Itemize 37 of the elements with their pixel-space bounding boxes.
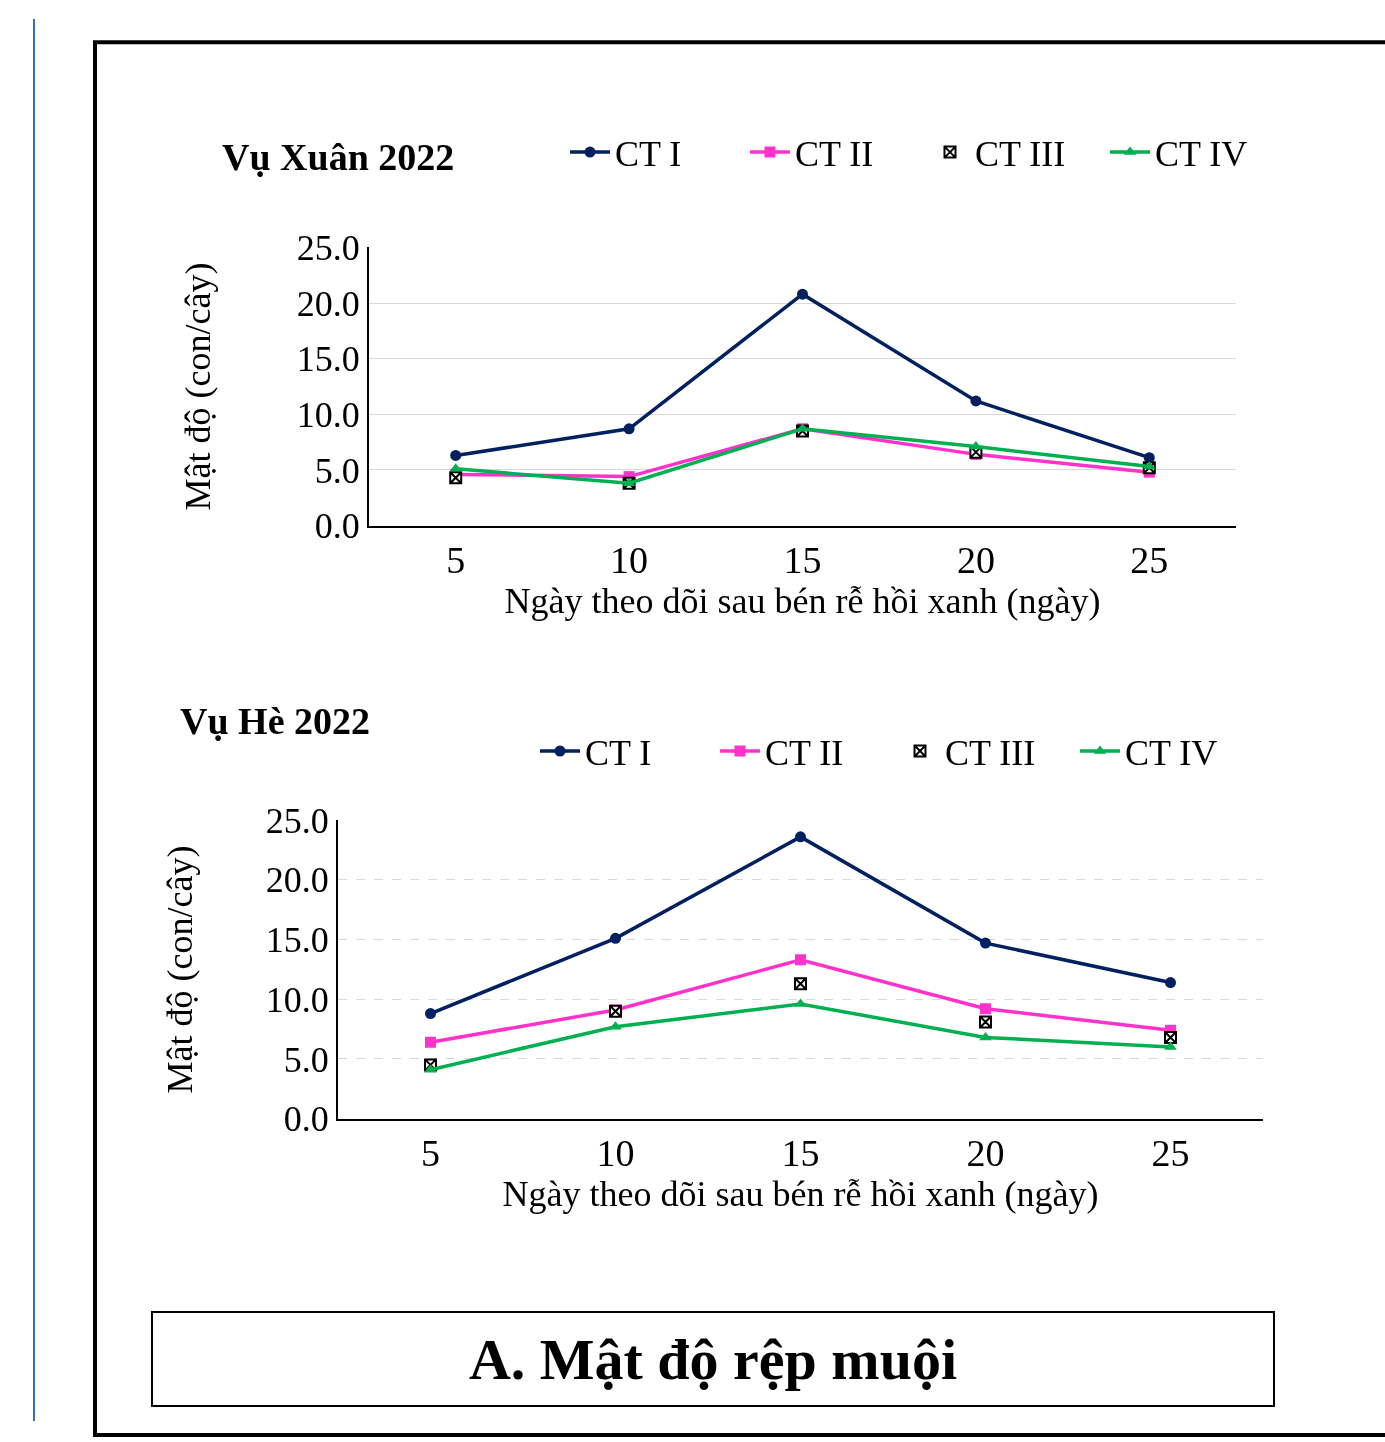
y-tick-label: 0.0 <box>314 506 360 547</box>
x-tick-label: 25 <box>1130 539 1169 582</box>
x-tick-label: 10 <box>610 539 649 582</box>
x-axis-title: Ngày theo dõi sau bén rễ hồi xanh (ngày) <box>502 1174 1099 1215</box>
x-axis-title: Ngày theo dõi sau bén rễ hồi xanh (ngày) <box>504 581 1101 622</box>
legend-label: CT II <box>795 134 874 175</box>
y-tick-label: 25.0 <box>296 228 360 269</box>
x-tick-label: 25 <box>1151 1132 1190 1175</box>
y-tick-label: 5.0 <box>283 1039 329 1080</box>
chart-title: Vụ Hè 2022 <box>180 700 370 742</box>
x-tick-label: 15 <box>783 539 822 582</box>
legend-label: CT IV <box>1155 134 1248 175</box>
y-tick-label: 5.0 <box>314 450 360 491</box>
chart-title: Vụ Xuân 2022 <box>222 136 455 178</box>
x-tick-label: 20 <box>956 539 995 582</box>
legend-label: CT I <box>615 134 682 175</box>
y-axis-title: Mật độ (con/cây) <box>159 845 200 1094</box>
y-tick-label: 25.0 <box>265 800 329 841</box>
x-tick-label: 15 <box>781 1132 820 1175</box>
x-tick-label: 5 <box>421 1132 440 1175</box>
x-tick-label: 20 <box>966 1132 1005 1175</box>
y-tick-label: 15.0 <box>265 920 329 961</box>
y-tick-label: 10.0 <box>296 394 360 435</box>
x-tick-label: 10 <box>596 1132 635 1175</box>
y-axis-title: Mật độ (con/cây) <box>178 262 219 511</box>
legend-label: CT III <box>975 134 1066 175</box>
x-tick-label: 5 <box>446 539 466 582</box>
y-tick-label: 0.0 <box>283 1099 329 1140</box>
legend-label: CT IV <box>1125 733 1218 774</box>
legend-label: CT II <box>765 733 844 774</box>
legend-label: CT I <box>585 733 652 774</box>
y-tick-label: 10.0 <box>265 979 329 1020</box>
y-tick-label: 15.0 <box>296 339 360 380</box>
legend-label: CT III <box>945 733 1036 774</box>
y-tick-label: 20.0 <box>265 860 329 901</box>
text: A. Mật độ rệp muội <box>468 1326 958 1392</box>
y-tick-label: 20.0 <box>296 283 360 324</box>
